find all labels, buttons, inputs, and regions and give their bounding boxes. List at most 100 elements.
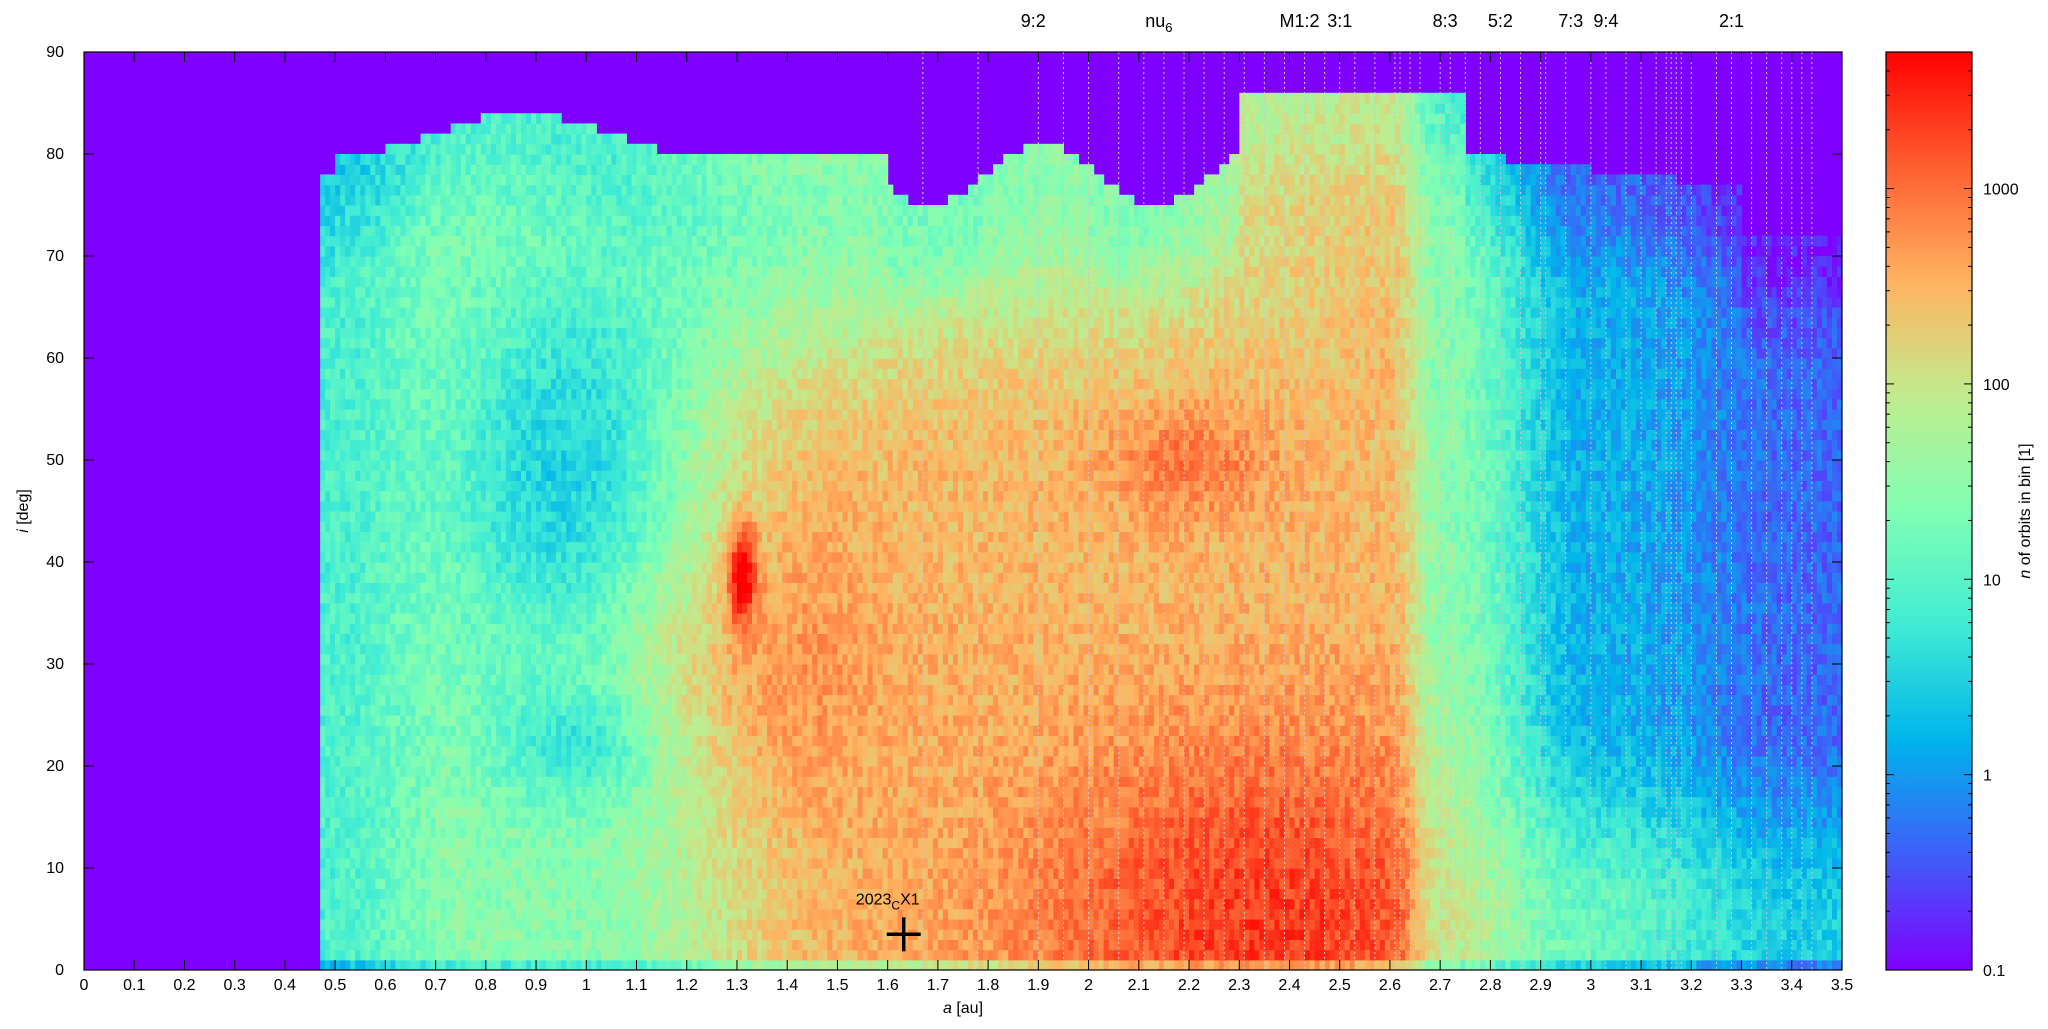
heatmap-bin bbox=[415, 286, 422, 298]
heatmap-bin bbox=[340, 398, 346, 410]
heatmap-bin bbox=[551, 235, 557, 247]
heatmap-bin bbox=[340, 572, 346, 583]
heatmap-bin bbox=[616, 164, 622, 175]
heatmap-bin bbox=[360, 796, 366, 808]
heatmap-bin bbox=[345, 908, 351, 920]
heatmap-bin bbox=[335, 796, 341, 808]
heatmap-bin bbox=[505, 602, 512, 614]
heatmap-bin bbox=[556, 245, 562, 257]
heatmap-bin bbox=[460, 245, 467, 257]
heatmap-bin bbox=[541, 113, 547, 124]
heatmap-bin bbox=[490, 225, 497, 237]
heatmap-bin bbox=[460, 572, 467, 583]
heatmap-bin bbox=[360, 898, 366, 910]
heatmap-bin bbox=[400, 857, 406, 869]
heatmap-bin bbox=[586, 531, 592, 543]
heatmap-bin bbox=[526, 939, 532, 951]
heatmap-bin bbox=[500, 623, 507, 634]
heatmap-bin bbox=[365, 164, 371, 175]
heatmap-bin bbox=[435, 460, 442, 471]
heatmap-bin bbox=[510, 164, 517, 175]
heatmap-bin bbox=[325, 429, 331, 441]
heatmap-bin bbox=[531, 827, 537, 838]
heatmap-bin bbox=[405, 225, 412, 237]
heatmap-bin bbox=[390, 959, 396, 970]
heatmap-bin bbox=[546, 460, 552, 471]
heatmap-bin bbox=[596, 429, 602, 441]
heatmap-bin bbox=[571, 347, 577, 359]
heatmap-bin bbox=[495, 643, 502, 655]
heatmap-bin bbox=[500, 541, 507, 553]
heatmap-bin bbox=[450, 582, 457, 594]
heatmap-bin bbox=[330, 959, 336, 970]
heatmap-bin bbox=[415, 449, 422, 461]
heatmap-bin bbox=[516, 766, 522, 777]
heatmap-bin bbox=[355, 194, 361, 206]
heatmap-bin bbox=[415, 623, 422, 634]
heatmap-bin bbox=[586, 205, 592, 216]
heatmap-bin bbox=[566, 307, 572, 318]
heatmap-bin bbox=[465, 694, 472, 706]
heatmap-bin bbox=[425, 674, 432, 685]
heatmap-bin bbox=[485, 511, 492, 522]
heatmap-bin bbox=[335, 439, 341, 451]
heatmap-bin bbox=[485, 694, 492, 706]
heatmap-bin bbox=[360, 919, 366, 930]
heatmap-bin bbox=[440, 653, 447, 665]
heatmap-bin bbox=[500, 735, 507, 747]
heatmap-bin bbox=[500, 674, 507, 685]
heatmap-bin bbox=[375, 460, 381, 471]
heatmap-bin bbox=[410, 470, 417, 481]
heatmap-bin bbox=[586, 286, 592, 298]
heatmap-bin bbox=[420, 796, 427, 808]
heatmap-bin bbox=[330, 388, 336, 400]
heatmap-bin bbox=[330, 643, 336, 655]
heatmap-bin bbox=[556, 347, 562, 359]
heatmap-bin bbox=[460, 735, 467, 747]
heatmap-bin bbox=[561, 602, 567, 614]
heatmap-bin bbox=[516, 337, 522, 349]
heatmap-bin bbox=[606, 358, 612, 369]
heatmap-bin bbox=[621, 847, 627, 859]
heatmap-bin bbox=[516, 470, 522, 481]
heatmap-bin bbox=[460, 633, 467, 645]
heatmap-bin bbox=[380, 245, 386, 257]
heatmap-bin bbox=[415, 878, 422, 889]
heatmap-bin bbox=[566, 419, 572, 430]
heatmap-bin bbox=[460, 898, 467, 910]
heatmap-bin bbox=[370, 337, 376, 349]
heatmap-bin bbox=[325, 572, 331, 583]
heatmap-bin bbox=[495, 531, 502, 543]
heatmap-bin bbox=[551, 674, 557, 685]
heatmap-bin bbox=[325, 266, 331, 277]
heatmap-bin bbox=[611, 521, 617, 532]
heatmap-bin bbox=[510, 551, 517, 563]
heatmap-bin bbox=[505, 715, 512, 726]
heatmap-bin bbox=[576, 388, 582, 400]
heatmap-bin bbox=[370, 949, 376, 961]
heatmap-bin bbox=[450, 378, 457, 390]
heatmap-bin bbox=[450, 623, 457, 634]
heatmap-bin bbox=[495, 745, 502, 757]
heatmap-bin bbox=[616, 664, 622, 675]
heatmap-bin bbox=[405, 745, 412, 757]
heatmap-bin bbox=[576, 898, 582, 910]
heatmap-bin bbox=[455, 786, 462, 798]
heatmap-bin bbox=[340, 704, 346, 716]
heatmap-bin bbox=[415, 541, 422, 553]
heatmap-bin bbox=[576, 531, 582, 543]
heatmap-bin bbox=[480, 888, 487, 900]
heatmap-bin bbox=[505, 735, 512, 747]
heatmap-bin bbox=[420, 154, 427, 165]
heatmap-bin bbox=[365, 500, 371, 512]
heatmap-bin bbox=[596, 766, 602, 777]
heatmap-bin bbox=[551, 225, 557, 237]
heatmap-bin bbox=[410, 551, 417, 563]
heatmap-bin bbox=[385, 256, 391, 267]
heatmap-bin bbox=[325, 225, 331, 237]
heatmap-bin bbox=[576, 919, 582, 930]
heatmap-bin bbox=[420, 531, 427, 543]
heatmap-bin bbox=[390, 684, 396, 696]
heatmap-bin bbox=[470, 745, 477, 757]
heatmap-bin bbox=[465, 245, 472, 257]
